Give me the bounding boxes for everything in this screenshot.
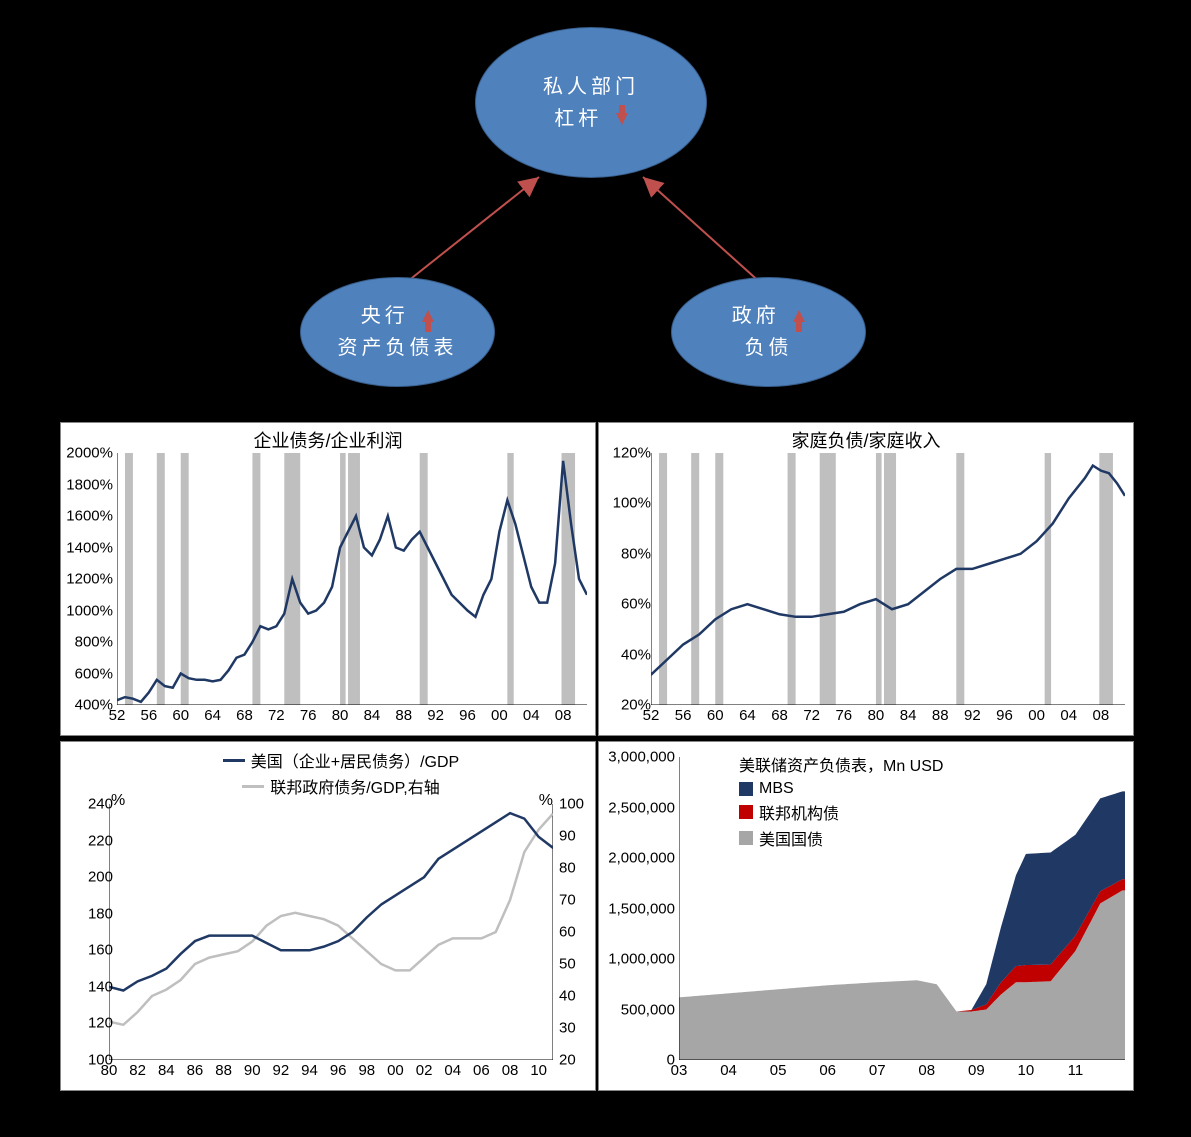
node-label: 负债	[745, 337, 793, 359]
edge-right	[643, 177, 763, 285]
up-arrow-icon	[793, 310, 805, 322]
up-arrow-icon	[422, 310, 434, 322]
chart-legend: 美国（企业+居民债务）/GDP 联邦政府债务/GDP,右轴	[181, 746, 501, 800]
chart-household-debt-income: 家庭负债/家庭收入 20%40%60%80%100%120% 525660646…	[598, 422, 1134, 736]
node-label: 央行	[361, 305, 409, 327]
chart-corporate-debt-profit: 企业债务/企业利润 400%600%800%1000%1200%1400%160…	[60, 422, 596, 736]
y-axis-left: 100120140160180200220240	[61, 804, 117, 1060]
y-axis-right: 2030405060708090100	[555, 804, 595, 1060]
y-axis: 20%40%60%80%100%120%	[599, 453, 655, 705]
x-axis: 525660646872768084889296000408	[651, 707, 1125, 727]
node-label: 私人部门	[543, 76, 639, 98]
x-axis: 030405060708091011	[679, 1062, 1125, 1082]
legend-label: 联邦政府债务/GDP,右轴	[270, 774, 440, 798]
chart-title: 家庭负债/家庭收入	[599, 423, 1133, 455]
y-axis: 400%600%800%1000%1200%1400%1600%1800%200…	[61, 453, 117, 705]
flow-node-private-sector: 私人部门 杠杆	[475, 27, 707, 178]
node-label: 政府	[732, 305, 780, 327]
down-arrow-icon	[616, 113, 628, 125]
chart-plot	[117, 453, 587, 705]
flow-node-central-bank: 央行 资产负债表	[300, 277, 495, 387]
chart-debt-gdp: 美国（企业+居民债务）/GDP 联邦政府债务/GDP,右轴 % % 100120…	[60, 741, 596, 1091]
node-label: 杠杆	[554, 108, 602, 130]
figure-canvas: 私人部门 杠杆 央行 资产负债表 政府 负债 企业债务/企业利润 400%600…	[33, 7, 1158, 1109]
chart-fed-balance-sheet: 美联储资产负债表，Mn USD MBS 联邦机构债 美国国债 0500,0001…	[598, 741, 1134, 1091]
x-axis: 80828486889092949698000204060810	[109, 1062, 553, 1082]
legend-label: 美国（企业+居民债务）/GDP	[251, 748, 459, 772]
node-label: 资产负债表	[338, 337, 458, 359]
chart-title: 企业债务/企业利润	[61, 423, 595, 455]
flow-node-government: 政府 负债	[671, 277, 866, 387]
chart-plot	[651, 453, 1125, 705]
edge-left	[403, 177, 539, 285]
chart-plot	[109, 804, 553, 1060]
chart-plot	[679, 757, 1125, 1060]
y-axis: 0500,0001,000,0001,500,0002,000,0002,500…	[599, 757, 679, 1060]
x-axis: 525660646872768084889296000408	[117, 707, 587, 727]
